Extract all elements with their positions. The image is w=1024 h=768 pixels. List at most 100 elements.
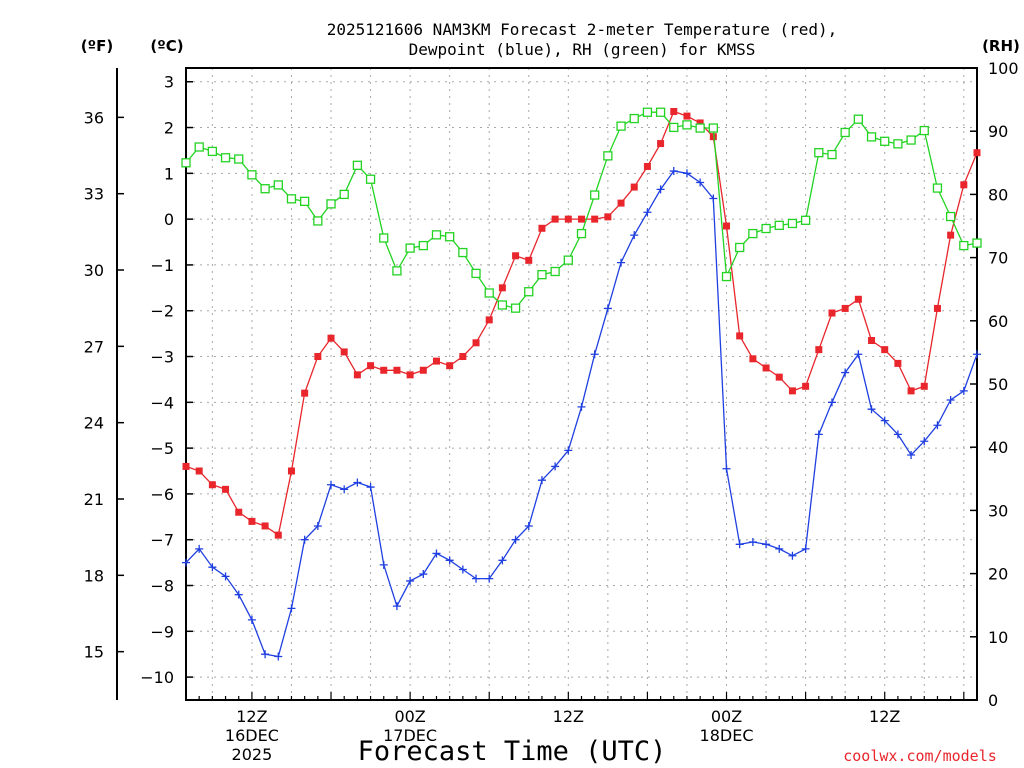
- unit-label-celsius: (ºC): [150, 37, 183, 55]
- data-point-rh: [484, 288, 494, 298]
- data-point-rh: [669, 122, 679, 133]
- data-point-dewpoint: [946, 396, 955, 405]
- data-point-dewpoint: [182, 558, 190, 567]
- data-point-rh: [695, 123, 705, 133]
- y-tick-label-celsius: −7: [150, 531, 174, 550]
- y-tick-label-rh: 10: [988, 628, 1008, 647]
- data-point-rh: [537, 270, 547, 280]
- data-point-rh: [972, 238, 982, 248]
- data-point-dewpoint: [551, 462, 560, 471]
- data-point-temperature: [828, 309, 836, 317]
- data-point-dewpoint: [564, 446, 573, 455]
- y-tick-label-celsius: −6: [150, 485, 174, 504]
- data-point-rh: [418, 240, 428, 251]
- data-point-dewpoint: [261, 650, 270, 659]
- x-tick-label-time: 00Z: [394, 707, 425, 726]
- data-point-dewpoint: [867, 405, 876, 414]
- data-point-temperature: [485, 316, 493, 324]
- y-tick-label-fahrenheit: 24: [84, 414, 104, 433]
- data-point-temperature: [591, 215, 599, 223]
- data-point-dewpoint: [419, 570, 428, 579]
- data-point-rh: [247, 170, 257, 180]
- y-tick-label-celsius: 3: [164, 73, 174, 92]
- data-point-rh: [748, 228, 758, 239]
- data-point-dewpoint: [590, 350, 599, 359]
- x-tick-label-time: 12Z: [869, 707, 900, 726]
- chart-title-line2: Dewpoint (blue), RH (green) for KMSS: [409, 40, 756, 59]
- data-point-dewpoint: [722, 464, 731, 473]
- data-point-dewpoint: [353, 478, 362, 487]
- data-point-temperature: [512, 252, 520, 260]
- data-point-rh: [194, 142, 204, 152]
- data-point-temperature: [709, 133, 717, 141]
- data-point-dewpoint: [643, 208, 652, 217]
- data-point-temperature: [696, 119, 704, 127]
- data-point-rh: [629, 113, 639, 124]
- data-point-dewpoint: [432, 549, 441, 558]
- y-tick-label-celsius: −8: [150, 577, 174, 596]
- data-point-temperature: [446, 362, 454, 370]
- data-point-dewpoint: [735, 540, 744, 549]
- data-point-rh: [510, 303, 521, 313]
- data-point-temperature: [868, 336, 876, 344]
- series-rh: [181, 107, 982, 313]
- data-point-rh: [682, 120, 692, 130]
- data-point-temperature: [578, 215, 585, 223]
- data-point-rh: [458, 247, 468, 258]
- data-point-temperature: [327, 334, 335, 342]
- data-point-dewpoint: [577, 402, 586, 411]
- data-point-rh: [260, 184, 270, 194]
- x-tick-label-date: 16DEC: [225, 726, 279, 745]
- data-point-dewpoint: [696, 178, 705, 187]
- data-point-rh: [800, 215, 811, 225]
- data-point-dewpoint: [379, 560, 388, 569]
- y-tick-label-celsius: −5: [150, 439, 174, 458]
- data-point-dewpoint: [959, 386, 968, 395]
- data-point-rh: [721, 271, 732, 282]
- data-point-dewpoint: [880, 416, 889, 425]
- data-point-rh: [524, 287, 534, 297]
- data-point-rh: [932, 183, 943, 193]
- data-point-temperature: [973, 149, 981, 157]
- x-tick-label-date: 18DEC: [700, 726, 754, 745]
- data-point-temperature: [723, 222, 731, 230]
- data-point-dewpoint: [537, 476, 546, 485]
- data-point-temperature: [657, 140, 665, 148]
- series-dewpoint: [182, 167, 981, 661]
- data-point-dewpoint: [630, 231, 639, 240]
- y-tick-label-rh: 50: [988, 375, 1008, 394]
- data-point-rh: [761, 223, 771, 234]
- data-point-temperature: [933, 304, 941, 312]
- data-point-temperature: [459, 353, 467, 361]
- data-point-dewpoint: [445, 556, 454, 565]
- y-tick-label-rh: 60: [988, 312, 1008, 331]
- data-point-rh: [880, 136, 890, 146]
- data-point-rh: [840, 127, 850, 138]
- data-point-dewpoint: [603, 304, 612, 313]
- data-point-dewpoint: [788, 551, 797, 560]
- x-axis-title: Forecast Time (UTC): [358, 736, 667, 767]
- data-point-dewpoint: [472, 574, 481, 583]
- grid-lines: [186, 68, 977, 700]
- y-tick-label-celsius: −2: [150, 302, 174, 321]
- data-point-rh: [866, 132, 877, 142]
- series-line-rh: [185, 111, 978, 309]
- data-point-temperature: [907, 387, 915, 395]
- data-point-temperature: [736, 332, 744, 340]
- data-point-temperature: [432, 357, 440, 365]
- data-point-rh: [181, 158, 191, 168]
- data-point-temperature: [788, 387, 796, 395]
- y-tick-label-rh: 80: [988, 185, 1008, 204]
- data-point-dewpoint: [762, 540, 771, 549]
- data-point-temperature: [525, 256, 533, 264]
- data-point-temperature: [683, 112, 691, 120]
- data-point-dewpoint: [195, 544, 204, 553]
- data-point-temperature: [498, 284, 506, 292]
- y-tick-label-celsius: −4: [150, 393, 174, 412]
- data-point-dewpoint: [287, 604, 296, 613]
- data-point-temperature: [551, 215, 559, 223]
- data-point-dewpoint: [669, 167, 678, 176]
- data-point-rh: [392, 266, 402, 276]
- y-tick-label-fahrenheit: 18: [84, 566, 104, 585]
- data-point-rh: [445, 232, 455, 242]
